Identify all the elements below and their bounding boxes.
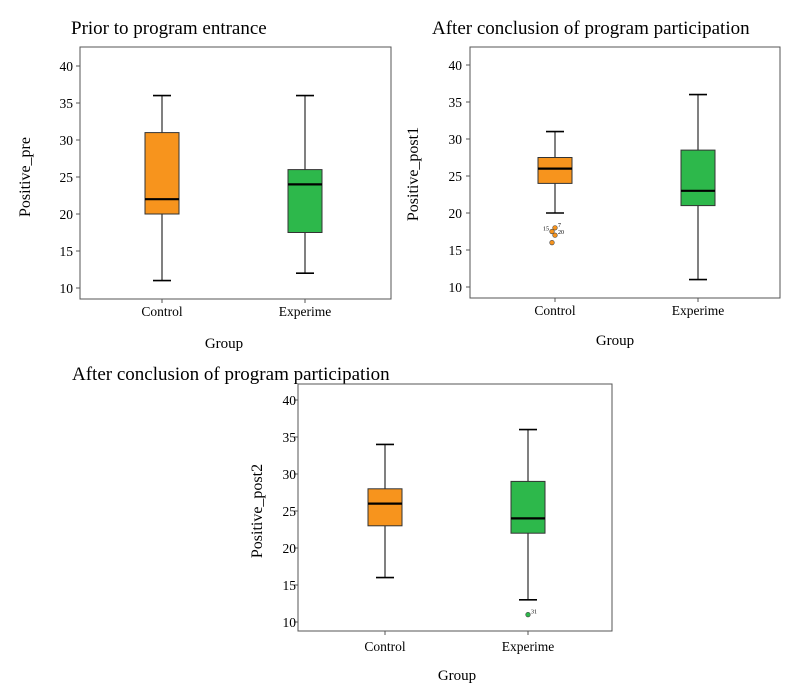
outlier-point (552, 232, 558, 238)
y-tick-label: 30 (60, 133, 74, 148)
y-axis-label: Positive_post2 (249, 464, 266, 558)
box-control (144, 132, 180, 215)
y-tick-label: 40 (283, 393, 297, 408)
x-tick-label: Experime (502, 639, 554, 654)
plot-frame (297, 383, 613, 632)
y-tick-label: 10 (283, 615, 297, 630)
y-tick-label: 15 (60, 244, 74, 259)
plot-frame (79, 46, 392, 300)
y-tick-label: 35 (283, 430, 297, 445)
y-tick-label: 20 (449, 206, 463, 221)
chart-panel-1: Prior to program entrance 10 15 20 25 30 35 40 P… (17, 18, 392, 352)
x-tick-label: Control (141, 304, 183, 319)
outlier-point (549, 240, 555, 246)
y-tick-label: 25 (449, 169, 463, 184)
x-axis-label: Group (205, 336, 243, 352)
outlier-point (552, 225, 558, 231)
chart-title: After conclusion of program participatio… (432, 18, 750, 39)
y-axis-label: Positive_pre (17, 137, 34, 217)
y-tick-label: 20 (60, 207, 74, 222)
box-experime (287, 169, 323, 234)
outlier-label: 7 (558, 223, 561, 229)
box-experime (510, 480, 546, 534)
x-tick-label: Experime (672, 303, 724, 318)
chart-title: Prior to program entrance (71, 18, 267, 39)
y-tick-label: 10 (449, 280, 463, 295)
outlier-label: 15 (543, 227, 549, 233)
y-tick-label: 15 (449, 243, 463, 258)
y-tick-label: 25 (60, 170, 74, 185)
chart-panel-2: After conclusion of program participatio… (405, 18, 781, 349)
y-tick-label: 20 (283, 541, 297, 556)
y-tick-label: 30 (449, 132, 463, 147)
y-tick-label: 35 (60, 96, 74, 111)
y-axis-label: Positive_post1 (405, 127, 422, 221)
outlier-point (525, 611, 531, 618)
y-tick-label: 40 (60, 59, 74, 74)
x-axis-label: Group (438, 668, 476, 684)
box-experime (680, 149, 716, 207)
box-control (537, 157, 573, 184)
x-tick-label: Experime (279, 304, 331, 319)
chart-panel-3: After conclusion of program participatio… (72, 364, 613, 684)
x-tick-label: Control (364, 639, 406, 654)
plot-frame (469, 46, 781, 299)
y-tick-label: 30 (283, 467, 297, 482)
y-tick-label: 35 (449, 95, 463, 110)
outlier-label: 31 (531, 610, 537, 616)
y-tick-label: 40 (449, 58, 463, 73)
x-axis-label: Group (596, 333, 634, 349)
y-tick-label: 10 (60, 281, 74, 296)
box-control (367, 488, 403, 527)
outlier-label: 20 (558, 230, 564, 236)
y-tick-label: 25 (283, 504, 297, 519)
chart-title: After conclusion of program participatio… (72, 364, 390, 385)
y-tick-label: 15 (283, 578, 297, 593)
x-tick-label: Control (534, 303, 576, 318)
outlier-point (549, 228, 555, 235)
